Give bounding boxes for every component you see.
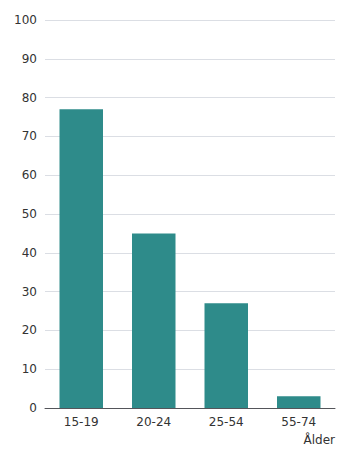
svg-text:10: 10 [22, 362, 37, 376]
svg-text:55-74: 55-74 [281, 415, 316, 429]
svg-text:30: 30 [22, 285, 37, 299]
svg-text:40: 40 [22, 246, 37, 260]
svg-text:20: 20 [22, 323, 37, 337]
svg-text:80: 80 [22, 91, 37, 105]
svg-text:60: 60 [22, 168, 37, 182]
svg-text:70: 70 [22, 129, 37, 143]
svg-text:50: 50 [22, 207, 37, 221]
svg-text:100: 100 [14, 13, 37, 27]
svg-text:20-24: 20-24 [136, 415, 171, 429]
svg-text:25-54: 25-54 [209, 415, 244, 429]
svg-text:90: 90 [22, 52, 37, 66]
svg-text:0: 0 [29, 401, 37, 415]
svg-text:15-19: 15-19 [64, 415, 99, 429]
svg-text:Ålder: Ålder [304, 432, 336, 447]
